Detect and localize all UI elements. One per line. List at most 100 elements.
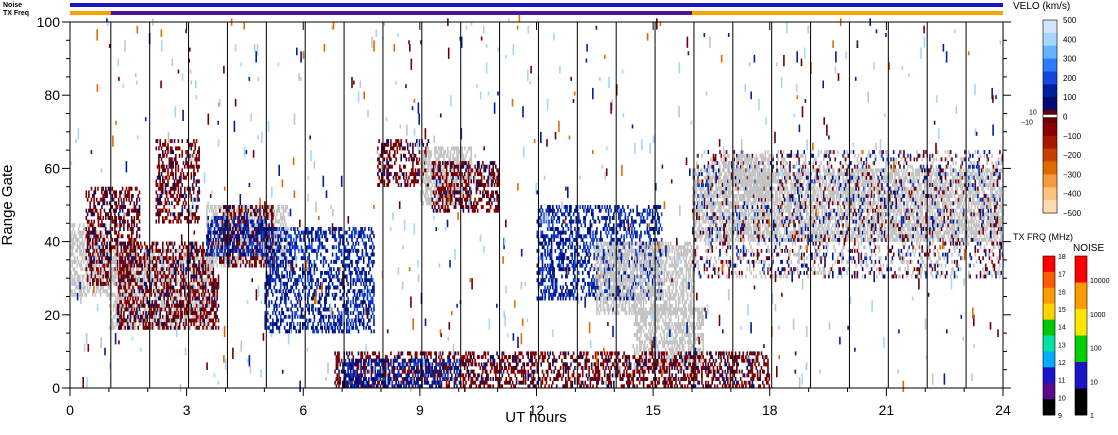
data-cell: [177, 259, 180, 264]
data-cell: [175, 164, 177, 169]
data-cell: [162, 161, 164, 166]
data-cell: [327, 285, 330, 290]
data-cell: [194, 248, 196, 253]
data-cell: [276, 230, 278, 235]
data-cell: [160, 252, 163, 257]
data-cell: [163, 219, 165, 224]
data-cell: [216, 245, 218, 250]
data-cell: [197, 314, 199, 319]
data-cell: [260, 223, 263, 228]
data-cell: [151, 314, 154, 319]
data-cell: [156, 248, 159, 253]
data-cell: [303, 237, 305, 242]
data-cell: [164, 197, 167, 202]
data-cell: [167, 150, 169, 155]
data-cell: [281, 274, 283, 279]
data-cell: [159, 194, 161, 198]
data-cell: [103, 241, 106, 246]
data-cell: [159, 307, 161, 312]
data-cell: [200, 248, 203, 253]
data-cell: [164, 139, 167, 144]
data-cell: [336, 307, 339, 312]
data-cell: [178, 216, 181, 220]
data-cell: [279, 252, 282, 257]
data-cell: [225, 223, 228, 228]
data-cell: [136, 296, 138, 301]
data-cell: [147, 303, 150, 308]
data-cell: [80, 241, 82, 246]
data-cell: [281, 318, 283, 323]
data-cell: [318, 237, 321, 242]
data-cell: [114, 223, 116, 228]
data-cell: [86, 270, 89, 275]
data-cell: [317, 311, 320, 316]
data-cell: [124, 318, 126, 323]
data-cell: [108, 252, 111, 257]
data-cell: [180, 186, 182, 191]
data-cell: [215, 325, 217, 330]
data-cell: [312, 296, 314, 301]
data-cell: [353, 307, 356, 312]
data-cell: [136, 241, 138, 246]
data-cell: [178, 289, 181, 294]
data-cell: [193, 314, 195, 319]
data-cell: [107, 270, 110, 275]
data-cell: [254, 234, 256, 239]
data-cell: [85, 227, 88, 231]
data-cell: [193, 311, 195, 316]
data-cell: [92, 259, 94, 264]
data-cell: [217, 325, 220, 330]
data-cell: [127, 219, 129, 224]
data-cell: [302, 322, 304, 327]
data-cell: [233, 219, 235, 224]
data-cell: [317, 307, 320, 312]
data-cell: [134, 314, 137, 319]
data-cell: [71, 245, 73, 250]
data-cell: [346, 318, 348, 323]
data-cell: [93, 205, 95, 209]
data-cell: [349, 248, 352, 253]
data-cell: [97, 212, 99, 217]
data-cell: [209, 205, 212, 209]
data-cell: [194, 212, 196, 217]
data-cell: [117, 230, 120, 235]
data-cell: [120, 314, 123, 319]
data-cell: [203, 263, 206, 268]
data-cell: [314, 263, 317, 268]
data-cell: [138, 208, 141, 213]
data-cell: [222, 234, 225, 239]
data-cell: [195, 252, 198, 257]
data-cell: [130, 227, 133, 231]
data-cell: [225, 208, 228, 213]
data-cell: [216, 248, 218, 253]
data-cell: [128, 186, 130, 191]
data-cell: [193, 168, 195, 173]
data-cell: [216, 227, 218, 231]
data-cell: [190, 285, 193, 290]
data-cell: [243, 263, 246, 268]
data-cell: [164, 150, 167, 155]
data-cell: [251, 263, 253, 268]
data-cell: [147, 325, 150, 330]
data-cell: [99, 259, 102, 264]
data-cell: [263, 219, 265, 224]
data-cell: [347, 252, 349, 257]
data-cell: [279, 212, 282, 217]
data-cell: [282, 263, 285, 268]
data-cell: [269, 230, 272, 235]
data-cell: [257, 237, 260, 242]
data-cell: [347, 307, 349, 312]
data-cell: [147, 289, 150, 294]
data-cell: [305, 248, 308, 253]
data-cell: [129, 241, 132, 246]
data-cell: [99, 270, 102, 275]
data-cell: [237, 245, 239, 250]
data-cell: [133, 303, 136, 308]
data-cell: [121, 208, 124, 213]
data-cell: [346, 292, 348, 297]
data-cell: [182, 307, 185, 312]
data-cell: [173, 190, 176, 195]
data-cell: [141, 263, 143, 268]
data-cell: [146, 248, 149, 253]
data-cell: [252, 230, 255, 235]
